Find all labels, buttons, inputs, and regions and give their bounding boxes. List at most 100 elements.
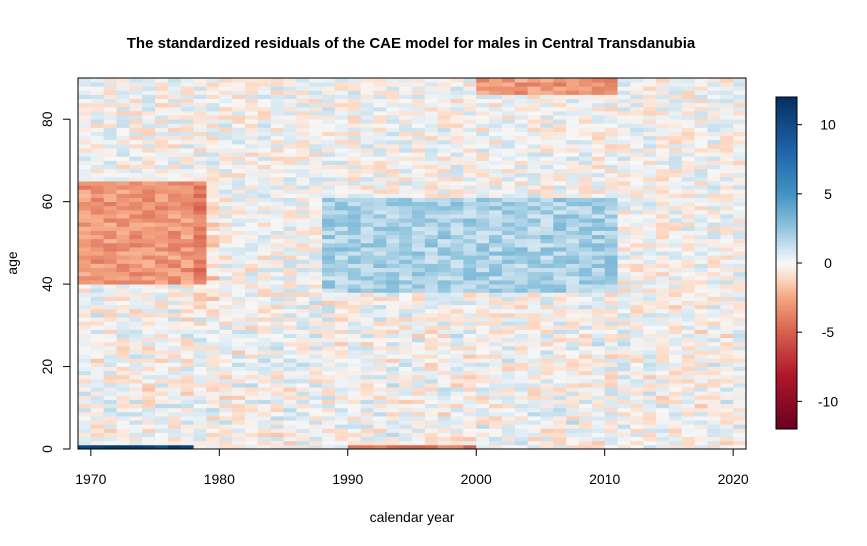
heatmap-cell — [540, 362, 554, 367]
heatmap-cell — [489, 374, 503, 380]
heatmap-cell — [566, 251, 580, 256]
heatmap-cell — [142, 263, 156, 269]
heatmap-cell — [180, 156, 195, 161]
heatmap-cell — [412, 304, 426, 310]
colorbar-segment — [776, 138, 797, 142]
x-tick-label: 2020 — [718, 471, 749, 487]
heatmap-cell — [591, 284, 606, 289]
y-tick-label: 0 — [39, 445, 55, 453]
heatmap-cell — [167, 383, 182, 388]
heatmap-cell — [78, 98, 92, 104]
heatmap-cell — [553, 378, 567, 384]
heatmap-cell — [373, 436, 387, 442]
heatmap-cell — [501, 444, 516, 450]
heatmap-cell — [617, 362, 631, 367]
heatmap-cell — [347, 308, 362, 314]
heatmap-cell — [245, 296, 259, 301]
heatmap-cell — [167, 110, 182, 116]
heatmap-cell — [591, 127, 606, 132]
heatmap-cell — [463, 399, 477, 405]
heatmap-cell — [180, 148, 195, 153]
heatmap-cell — [489, 209, 503, 215]
heatmap-cell — [656, 123, 670, 128]
heatmap-cell — [424, 279, 439, 285]
heatmap-cell — [707, 94, 721, 100]
heatmap-cell — [270, 403, 284, 409]
heatmap-cell — [386, 416, 400, 421]
heatmap-cell — [591, 391, 606, 396]
heatmap-cell — [450, 378, 464, 384]
heatmap-cell — [103, 193, 117, 198]
heatmap-cell — [412, 329, 426, 334]
heatmap-cell — [90, 436, 105, 442]
heatmap-cell — [604, 259, 618, 264]
heatmap-cell — [309, 131, 323, 137]
heatmap-cell — [489, 238, 503, 244]
heatmap-cell — [630, 156, 644, 161]
heatmap-cell — [219, 209, 233, 215]
heatmap-cell — [553, 416, 567, 421]
heatmap-cell — [450, 218, 464, 223]
heatmap-cell — [386, 288, 400, 293]
heatmap-cell — [334, 263, 349, 269]
heatmap-cell — [257, 304, 272, 310]
heatmap-cell — [733, 407, 747, 413]
heatmap-cell — [257, 300, 272, 306]
heatmap-cell — [540, 387, 554, 392]
heatmap-cell — [527, 193, 541, 198]
heatmap-cell — [270, 193, 284, 198]
heatmap-cell — [681, 403, 696, 409]
heatmap-cell — [604, 317, 618, 322]
heatmap-cell — [527, 189, 541, 194]
heatmap-cell — [155, 259, 169, 264]
heatmap-cell — [322, 341, 336, 347]
heatmap-cell — [630, 135, 644, 141]
heatmap-cell — [180, 160, 195, 165]
heatmap-cell — [553, 185, 567, 190]
heatmap-cell — [232, 358, 246, 363]
heatmap-cell — [78, 333, 92, 339]
heatmap-cell — [501, 168, 516, 174]
heatmap-cell — [720, 370, 734, 376]
heatmap-cell — [116, 238, 130, 244]
heatmap-cell — [296, 292, 310, 297]
heatmap-cell — [296, 148, 310, 153]
heatmap-cell — [78, 181, 92, 186]
heatmap-cell — [656, 436, 670, 442]
heatmap-cell — [180, 78, 195, 83]
heatmap-cell — [219, 86, 233, 91]
heatmap-cell — [707, 209, 721, 215]
heatmap-cell — [476, 193, 490, 198]
heatmap-cell — [476, 350, 490, 355]
colorbar-segment — [776, 218, 797, 222]
heatmap-cell — [116, 123, 130, 128]
heatmap-cell — [540, 222, 554, 227]
heatmap-cell — [694, 300, 708, 306]
heatmap-cell — [155, 255, 169, 260]
heatmap-cell — [566, 193, 580, 198]
heatmap-cell — [399, 263, 413, 269]
heatmap-cell — [681, 341, 696, 347]
heatmap-cell — [424, 94, 439, 100]
heatmap-cell — [501, 279, 516, 285]
heatmap-cell — [360, 407, 374, 413]
heatmap-cell — [656, 420, 670, 425]
heatmap-cell — [193, 247, 207, 252]
heatmap-cell — [78, 424, 92, 429]
heatmap-cell — [424, 135, 439, 141]
heatmap-cell — [193, 127, 207, 132]
heatmap-cell — [257, 395, 272, 400]
heatmap-cell — [694, 341, 708, 347]
heatmap-cell — [283, 247, 297, 252]
heatmap-cell — [489, 341, 503, 347]
heatmap-cell — [617, 156, 631, 161]
heatmap-cell — [180, 300, 195, 306]
heatmap-cell — [579, 370, 593, 376]
heatmap-cell — [604, 135, 618, 141]
heatmap-cell — [553, 308, 567, 314]
heatmap-cell — [219, 300, 233, 306]
heatmap-cell — [566, 172, 580, 178]
heatmap-cell — [540, 139, 554, 145]
heatmap-cell — [334, 304, 349, 310]
heatmap-cell — [591, 185, 606, 190]
